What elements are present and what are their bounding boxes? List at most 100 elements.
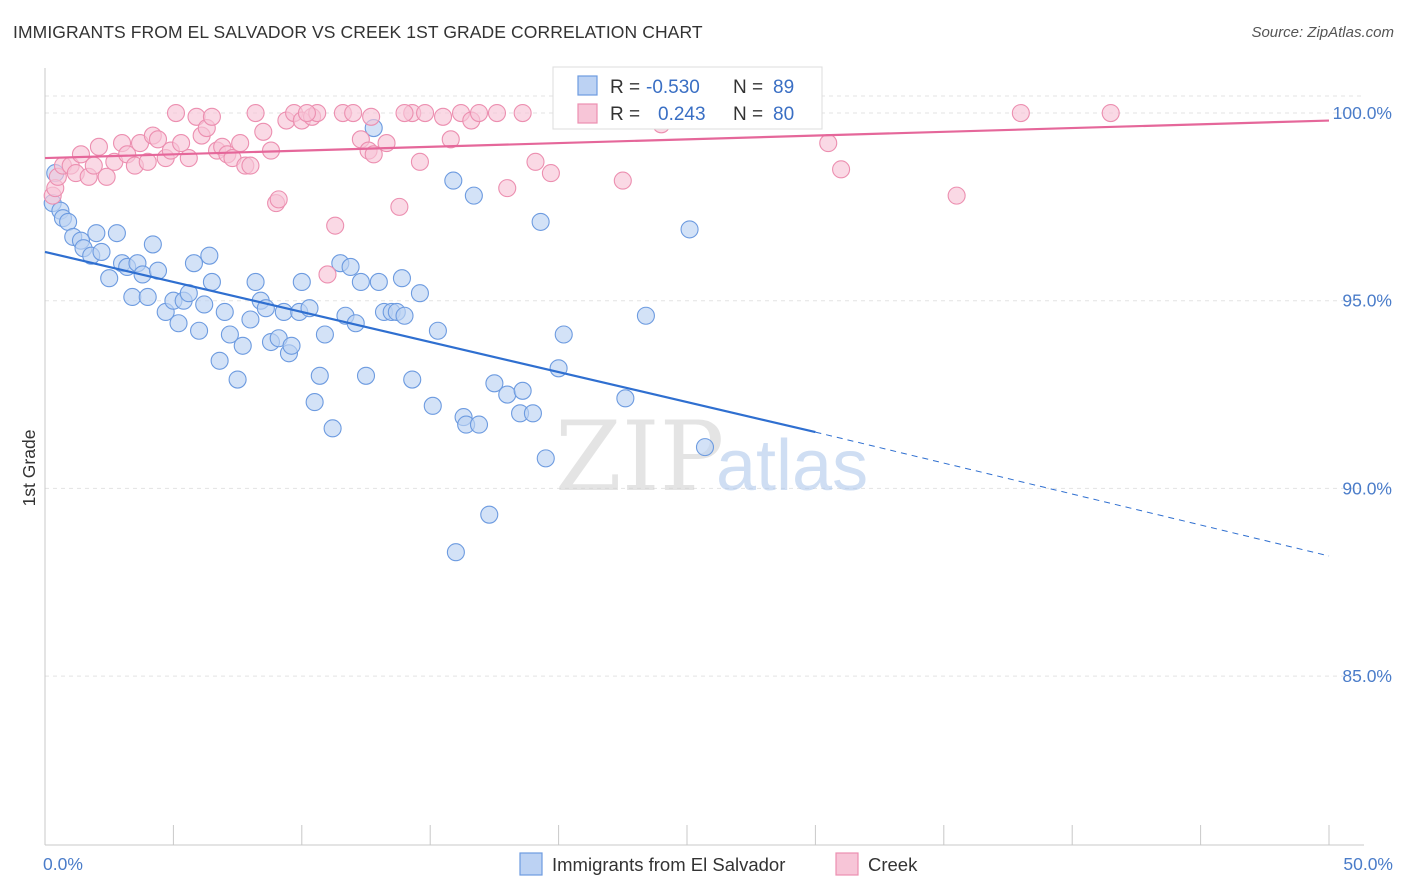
legend-box: R = -0.530 N = 89 R = 0.243 N = 80 (552, 66, 823, 130)
point-el-salvador (446, 543, 465, 562)
point-creek (254, 122, 273, 141)
trend-line-creek (44, 119, 1330, 160)
bottom-legend-swatch-blue (519, 852, 543, 876)
point-creek (269, 190, 288, 209)
point-el-salvador (369, 272, 388, 292)
legend-r-value-1: -0.530 (646, 77, 700, 98)
point-el-salvador (228, 370, 247, 389)
point-creek (172, 134, 191, 153)
point-el-salvador (233, 336, 252, 355)
point-el-salvador (200, 246, 219, 265)
watermark-zip: ZIP (555, 401, 724, 513)
bottom-legend: Immigrants from El Salvador Creek (519, 852, 918, 876)
trend-line-el-salvador (44, 250, 816, 434)
point-creek (179, 149, 198, 168)
bottom-legend-swatch-pink (835, 852, 859, 876)
point-creek (819, 134, 838, 153)
point-el-salvador (616, 389, 635, 408)
point-el-salvador (464, 186, 483, 205)
y-tick-label: 90.0% (1342, 478, 1392, 498)
point-el-salvador (241, 310, 260, 329)
point-el-salvador (498, 385, 517, 404)
point-el-salvador (351, 272, 370, 292)
point-creek (89, 137, 108, 156)
point-el-salvador (184, 254, 203, 273)
point-el-salvador (138, 287, 157, 307)
y-axis-label: 1st Grade (19, 430, 39, 507)
point-creek (498, 179, 517, 198)
y-tick-label: 100.0% (1333, 103, 1392, 123)
point-creek (318, 265, 337, 284)
watermark-atlas: atlas (716, 426, 868, 506)
legend-n-label-1: N = (733, 77, 763, 98)
point-el-salvador (246, 272, 265, 292)
legend-swatch-pink (577, 103, 598, 124)
y-tick-label: 85.0% (1342, 666, 1392, 686)
bottom-legend-label-2: Creek (868, 854, 918, 875)
point-el-salvador (215, 302, 234, 322)
point-el-salvador (169, 314, 188, 333)
point-el-salvador (92, 242, 111, 261)
point-creek (1011, 103, 1030, 123)
point-el-salvador (310, 366, 329, 385)
point-creek (148, 130, 168, 149)
legend-r-label-2: R = (610, 104, 640, 125)
point-creek (469, 103, 489, 123)
legend-r-value-2: 0.243 (658, 104, 706, 125)
trend-lines (44, 119, 1330, 557)
point-el-salvador (100, 269, 119, 288)
point-el-salvador (680, 220, 699, 239)
point-creek (416, 103, 435, 123)
point-creek (613, 171, 632, 190)
point-creek (202, 107, 221, 126)
x-tick-label: 0.0% (43, 854, 83, 874)
point-creek (487, 103, 507, 123)
point-el-salvador (523, 404, 542, 423)
watermark: ZIP atlas (555, 401, 868, 513)
point-creek (362, 107, 381, 126)
x-tick-label: 50.0% (1343, 854, 1393, 874)
point-el-salvador (392, 269, 412, 288)
point-el-salvador (513, 381, 532, 400)
point-el-salvador (315, 325, 334, 344)
y-tick-label: 95.0% (1342, 291, 1392, 311)
point-creek (947, 186, 966, 205)
point-creek (241, 156, 260, 175)
point-el-salvador (195, 295, 214, 314)
data-points (43, 103, 1120, 562)
point-el-salvador (403, 370, 422, 389)
point-el-salvador (554, 325, 573, 344)
point-el-salvador (423, 396, 442, 415)
point-el-salvador (536, 449, 555, 468)
point-el-salvador (341, 257, 360, 276)
point-creek (364, 145, 383, 164)
point-creek (166, 103, 186, 123)
point-creek (441, 130, 460, 149)
trend-line-el-salvador-extension (815, 431, 1330, 557)
point-creek (138, 152, 157, 171)
point-el-salvador (292, 272, 311, 292)
point-el-salvador (323, 419, 342, 438)
point-el-salvador (220, 325, 239, 344)
point-el-salvador (305, 393, 324, 412)
point-el-salvador (480, 505, 499, 524)
point-el-salvador (143, 235, 162, 254)
point-creek (832, 160, 851, 179)
point-creek (344, 103, 363, 123)
point-creek (326, 216, 345, 235)
point-creek (71, 145, 91, 164)
point-creek (526, 152, 545, 171)
point-creek (231, 134, 250, 153)
point-creek (97, 167, 116, 186)
point-creek (1101, 103, 1120, 123)
legend-n-value-1: 89 (773, 77, 794, 98)
point-el-salvador (123, 287, 142, 307)
point-el-salvador (282, 336, 301, 355)
legend-n-label-2: N = (733, 104, 763, 125)
chart-source: Source: ZipAtlas.com (1251, 24, 1394, 41)
point-el-salvador (410, 284, 429, 303)
legend-r-label-1: R = (610, 77, 640, 98)
legend-swatch-blue (577, 75, 598, 96)
bottom-legend-label-1: Immigrants from El Salvador (552, 854, 785, 875)
